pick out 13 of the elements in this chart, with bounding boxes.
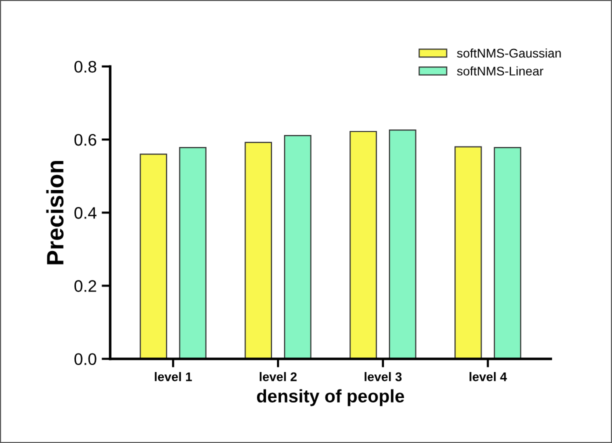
x-tick-label: level 1 [154,372,192,382]
legend-label: softNMS-Linear [457,66,544,76]
y-tick-label: 0.8 [74,60,96,73]
x-axis-title: density of people [256,389,404,406]
y-tick-label: 0.6 [74,134,96,146]
y-axis-title: Precision [46,160,64,264]
x-tick-label: level 4 [470,372,507,382]
text: 0.0 [74,353,96,366]
legend-label: softNMS-Gaussian [457,48,561,58]
x-tick-label: level 2 [260,372,297,382]
y-tick-label: 0.4 [74,207,96,219]
x-tick-label: level 3 [364,372,402,382]
y-tick-label: 0.2 [74,280,96,292]
